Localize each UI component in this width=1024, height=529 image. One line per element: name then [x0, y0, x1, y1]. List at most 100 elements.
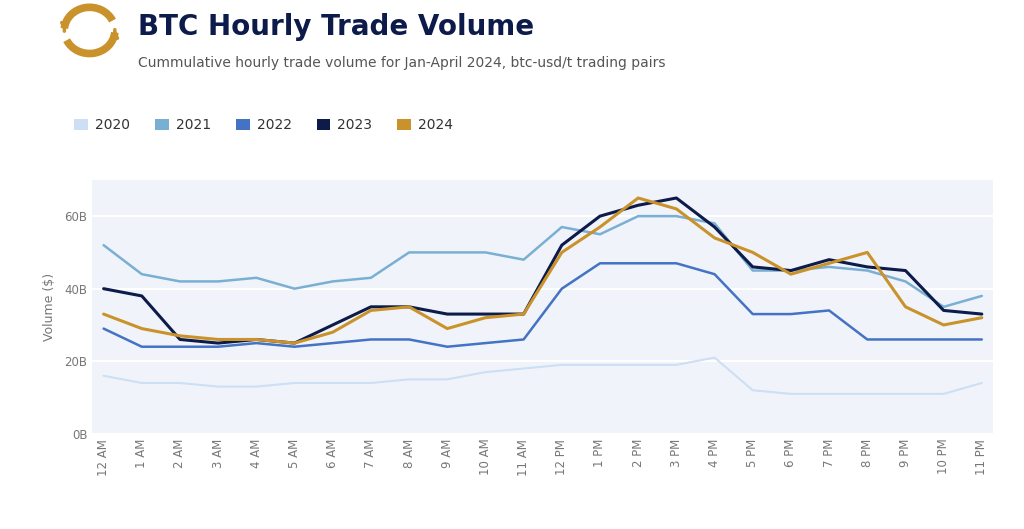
- 2022: [135, 343, 147, 350]
- 2022: [402, 336, 415, 343]
- 2022: [784, 311, 797, 317]
- 2021: [517, 257, 529, 263]
- 2022: [441, 343, 454, 350]
- 2020: [823, 391, 836, 397]
- 2021: [556, 224, 568, 230]
- 2024: [97, 311, 110, 317]
- 2022: [517, 336, 529, 343]
- Text: Cummulative hourly trade volume for Jan-April 2024, btc-usd/t trading pairs: Cummulative hourly trade volume for Jan-…: [138, 56, 666, 69]
- 2023: [212, 340, 224, 346]
- Y-axis label: Volume ($): Volume ($): [43, 273, 56, 341]
- 2021: [632, 213, 644, 220]
- 2020: [517, 366, 529, 372]
- 2020: [861, 391, 873, 397]
- 2024: [823, 260, 836, 267]
- 2021: [327, 278, 339, 285]
- 2022: [632, 260, 644, 267]
- 2022: [479, 340, 492, 346]
- 2021: [97, 242, 110, 248]
- 2022: [327, 340, 339, 346]
- 2024: [556, 249, 568, 256]
- Line: 2021: 2021: [103, 216, 982, 307]
- 2024: [479, 315, 492, 321]
- 2021: [899, 278, 911, 285]
- 2020: [976, 380, 988, 386]
- 2022: [861, 336, 873, 343]
- 2024: [174, 333, 186, 339]
- 2022: [976, 336, 988, 343]
- 2023: [402, 304, 415, 310]
- 2024: [899, 304, 911, 310]
- 2023: [250, 336, 262, 343]
- 2023: [671, 195, 683, 201]
- 2023: [479, 311, 492, 317]
- 2020: [441, 376, 454, 382]
- 2020: [174, 380, 186, 386]
- 2020: [899, 391, 911, 397]
- 2020: [671, 362, 683, 368]
- 2021: [135, 271, 147, 277]
- 2022: [212, 343, 224, 350]
- 2024: [709, 235, 721, 241]
- 2020: [746, 387, 759, 394]
- 2020: [365, 380, 377, 386]
- 2024: [632, 195, 644, 201]
- 2021: [479, 249, 492, 256]
- 2023: [746, 264, 759, 270]
- 2023: [938, 307, 950, 314]
- 2020: [784, 391, 797, 397]
- Line: 2023: 2023: [103, 198, 982, 343]
- 2024: [212, 336, 224, 343]
- 2022: [938, 336, 950, 343]
- 2023: [174, 336, 186, 343]
- 2021: [594, 231, 606, 238]
- 2022: [289, 343, 301, 350]
- 2024: [327, 329, 339, 335]
- 2023: [632, 202, 644, 208]
- 2024: [861, 249, 873, 256]
- 2023: [441, 311, 454, 317]
- 2021: [784, 267, 797, 273]
- 2024: [976, 315, 988, 321]
- 2023: [556, 242, 568, 248]
- 2021: [174, 278, 186, 285]
- 2023: [823, 257, 836, 263]
- 2021: [250, 275, 262, 281]
- 2023: [135, 293, 147, 299]
- Text: BTC Hourly Trade Volume: BTC Hourly Trade Volume: [138, 13, 535, 41]
- 2020: [250, 384, 262, 390]
- 2022: [174, 343, 186, 350]
- 2020: [594, 362, 606, 368]
- 2021: [402, 249, 415, 256]
- 2021: [671, 213, 683, 220]
- 2023: [365, 304, 377, 310]
- 2022: [746, 311, 759, 317]
- 2022: [594, 260, 606, 267]
- 2024: [746, 249, 759, 256]
- 2022: [823, 307, 836, 314]
- 2024: [441, 325, 454, 332]
- 2021: [289, 286, 301, 292]
- 2020: [327, 380, 339, 386]
- 2023: [899, 267, 911, 273]
- 2020: [556, 362, 568, 368]
- 2023: [976, 311, 988, 317]
- Line: 2024: 2024: [103, 198, 982, 343]
- 2023: [594, 213, 606, 220]
- 2022: [365, 336, 377, 343]
- 2020: [212, 384, 224, 390]
- 2024: [784, 271, 797, 277]
- 2021: [709, 220, 721, 226]
- 2024: [671, 206, 683, 212]
- 2021: [823, 264, 836, 270]
- 2022: [899, 336, 911, 343]
- 2023: [861, 264, 873, 270]
- 2023: [97, 286, 110, 292]
- 2020: [709, 354, 721, 361]
- 2021: [365, 275, 377, 281]
- 2020: [289, 380, 301, 386]
- 2023: [517, 311, 529, 317]
- 2024: [135, 325, 147, 332]
- 2022: [97, 325, 110, 332]
- 2023: [784, 267, 797, 273]
